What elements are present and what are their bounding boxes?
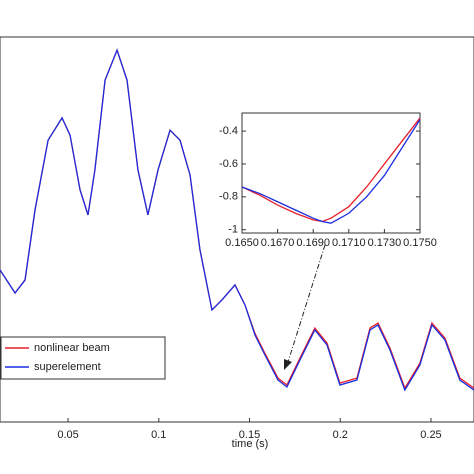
legend-label: superelement xyxy=(34,361,101,373)
x-tick-label: 0.1750 xyxy=(403,237,437,249)
zoom-arrow xyxy=(287,244,326,363)
x-tick-label: 0.15 xyxy=(239,429,260,441)
y-tick-label: -1 xyxy=(228,224,238,236)
y-tick-label: -0.4 xyxy=(219,125,238,137)
arrow-head xyxy=(284,359,292,370)
series-line xyxy=(241,119,421,224)
legend-label: nonlinear beam xyxy=(34,342,110,354)
y-tick-label: -0.8 xyxy=(219,191,238,203)
plot-frame xyxy=(0,36,474,423)
y-tick-label: -0.6 xyxy=(219,158,238,170)
x-tick-label: 0.1690 xyxy=(296,237,330,249)
x-tick-label: 0.05 xyxy=(57,429,78,441)
x-tick-label: 0.1670 xyxy=(261,237,295,249)
series-line xyxy=(241,117,421,223)
legend-box xyxy=(0,336,166,380)
plot-frame xyxy=(241,112,421,234)
x-tick-label: 0.1 xyxy=(151,429,166,441)
series-line xyxy=(0,48,474,392)
x-tick-label: 0.2 xyxy=(333,429,348,441)
x-tick-label: 0.25 xyxy=(420,429,441,441)
x-tick-label: 0.1710 xyxy=(332,237,366,249)
x-tick-label: 0.1650 xyxy=(225,237,259,249)
x-tick-label: 0.1730 xyxy=(368,237,402,249)
x-axis-label: time (s) xyxy=(232,438,269,450)
